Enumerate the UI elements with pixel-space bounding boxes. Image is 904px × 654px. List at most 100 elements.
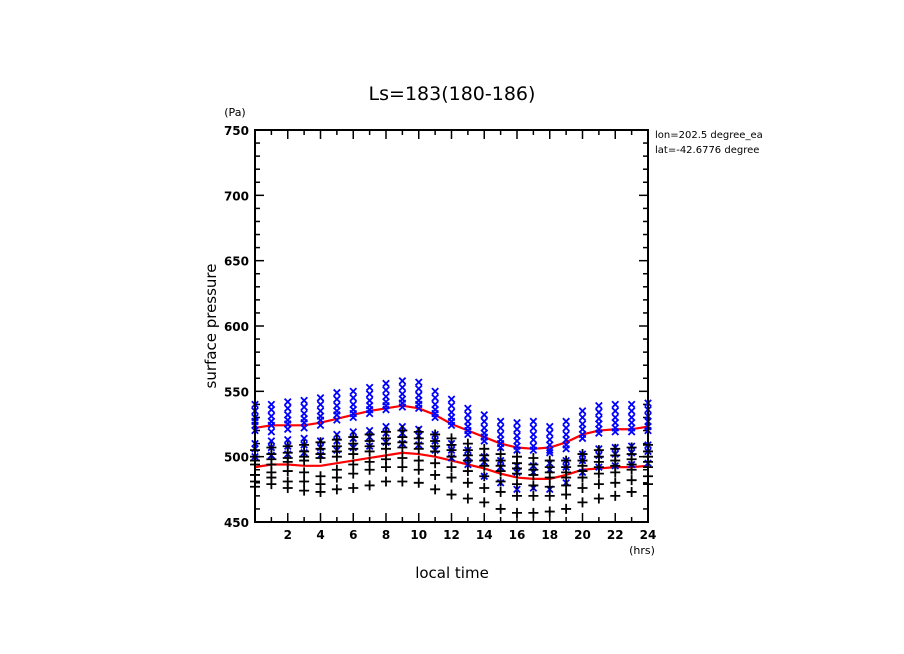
plus-marker-point (626, 475, 637, 486)
plus-marker-point (348, 468, 359, 479)
x-marker-point (611, 400, 620, 409)
plus-marker-point (479, 460, 490, 471)
x-marker-point (513, 446, 521, 454)
plus-marker-point (462, 477, 473, 488)
annotation-lat: lat=-42.6776 degree (655, 145, 759, 156)
plus-marker-point (397, 442, 408, 453)
plus-marker-point (430, 484, 441, 495)
plus-marker-point (512, 468, 522, 479)
plus-marker-point (381, 462, 391, 473)
x-tick-label: 12 (443, 528, 460, 542)
plus-marker-point (299, 455, 310, 466)
plus-marker-point (430, 458, 441, 469)
plus-marker-point (544, 481, 555, 492)
x-marker-point (529, 446, 538, 454)
x-marker-point (333, 395, 341, 404)
plot-area (250, 377, 653, 518)
y-tick-label: 600 (224, 320, 249, 334)
annotation-lon: lon=202.5 degree_ea (655, 130, 763, 141)
x-marker-point (578, 413, 587, 422)
x-marker-point (414, 378, 423, 387)
plus-marker-point (446, 472, 457, 483)
plus-marker-point (479, 471, 490, 482)
plus-marker-point (495, 486, 506, 497)
x-marker-point (283, 425, 292, 434)
x-marker-point (464, 430, 472, 439)
plus-marker-point (593, 479, 604, 490)
x-marker-point (496, 417, 505, 426)
x-tick-label: 8 (382, 528, 390, 542)
x-tick-label: 18 (541, 528, 558, 542)
x-tick-label: 10 (410, 528, 427, 542)
plus-marker-point (348, 449, 359, 460)
x-marker-point (513, 418, 521, 427)
x-marker-point (283, 397, 292, 406)
plus-marker-point (299, 485, 310, 496)
plus-marker-point (397, 452, 408, 463)
x-marker-point (464, 411, 472, 419)
x-marker-point (595, 429, 603, 437)
x-marker-point (267, 428, 276, 436)
plus-marker-point (544, 490, 555, 501)
x-marker-point (365, 409, 374, 418)
x-marker-point (431, 387, 439, 396)
chart-title: Ls=183(180-186) (369, 83, 536, 105)
plus-marker-point (561, 503, 572, 514)
plot-frame (254, 129, 649, 523)
plus-marker-point (479, 497, 490, 508)
x-marker-point (349, 413, 358, 422)
plus-marker-point (315, 486, 326, 497)
plus-marker-point (528, 480, 539, 491)
plus-marker-point (544, 506, 555, 517)
plus-marker-point (593, 468, 604, 479)
x-marker-point (300, 403, 308, 411)
plus-marker-point (430, 446, 441, 457)
x-marker-point (545, 446, 554, 454)
plus-marker-point (446, 489, 457, 500)
y-tick-label: 700 (224, 189, 249, 203)
x-marker-point (382, 386, 390, 394)
plus-marker-point (495, 466, 506, 477)
x-marker-point (414, 404, 423, 413)
x-marker-point (545, 448, 554, 457)
x-tick-label: 22 (607, 528, 624, 542)
plus-marker-point (413, 443, 424, 454)
plus-marker-point (430, 469, 441, 480)
plus-marker-point (528, 490, 539, 501)
x-tick-label: 16 (509, 528, 526, 542)
x-marker-point (414, 384, 423, 393)
plus-marker-point (364, 480, 375, 491)
x-tick-label: 4 (316, 528, 324, 542)
x-marker-point (627, 400, 636, 409)
plus-marker-point (315, 452, 326, 463)
plus-marker-point (364, 464, 375, 475)
x-marker-point (545, 429, 554, 437)
plus-marker-point (626, 464, 637, 475)
x-marker-point (267, 421, 276, 430)
plus-marker-point (299, 476, 310, 487)
plus-marker-point (266, 479, 277, 490)
x-marker-point (365, 383, 374, 392)
x-marker-point (283, 404, 292, 413)
x-marker-point (333, 388, 341, 397)
x-marker-point (382, 379, 390, 388)
plus-marker-point (413, 477, 424, 488)
x-marker-point (627, 428, 636, 436)
plus-marker-point (397, 462, 408, 473)
x-tick-label: 6 (349, 528, 357, 542)
x-marker-point (480, 411, 489, 419)
plus-marker-point (282, 483, 293, 494)
plus-marker-point (512, 507, 522, 518)
plus-marker-point (381, 443, 391, 454)
x-marker-point (365, 390, 374, 398)
plus-marker-point (577, 497, 588, 508)
x-marker-point (545, 422, 554, 431)
plus-marker-point (462, 455, 473, 466)
x-marker-point (480, 417, 489, 426)
x-marker-point (267, 437, 276, 445)
plus-marker-point (561, 480, 572, 491)
x-marker-point (316, 421, 325, 430)
plus-marker-point (364, 446, 375, 457)
plus-marker-point (282, 466, 293, 477)
